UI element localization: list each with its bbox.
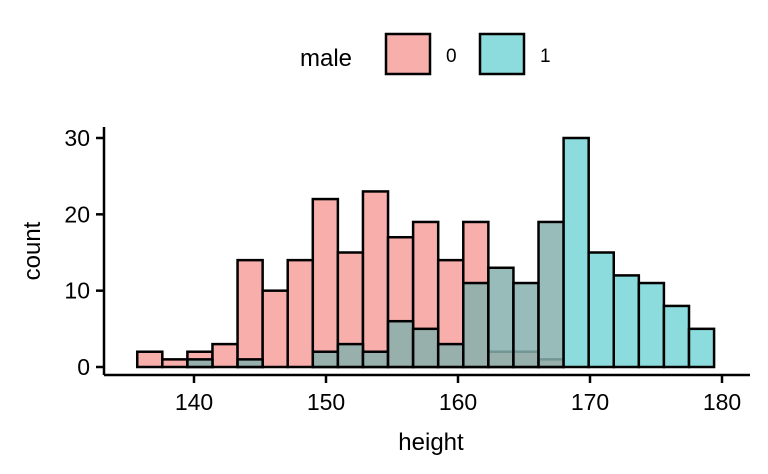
y-axis-label: count [19, 221, 46, 280]
x-tick-label: 150 [307, 389, 345, 415]
y-tick-label: 10 [64, 278, 90, 304]
bar-series-0 [135, 350, 164, 369]
bar-series-1 [311, 350, 340, 369]
bar-series-1 [462, 281, 490, 369]
bar-series-0 [286, 258, 315, 369]
bar-series-1 [612, 274, 641, 369]
bar-series-0 [261, 289, 289, 369]
y-tick-label: 20 [64, 201, 90, 227]
bar-series-0 [236, 258, 264, 369]
y-tick-label: 0 [77, 354, 90, 380]
x-tick-label: 180 [703, 389, 741, 415]
bar-series-1 [662, 304, 691, 369]
legend-key-1 [478, 32, 526, 76]
legend: male 0 1 [300, 32, 551, 76]
bar-series-1 [386, 319, 415, 369]
bar-series-1 [336, 342, 365, 369]
bar-series-0 [361, 190, 390, 369]
bar-series-1 [236, 358, 264, 369]
legend-title: male [300, 45, 352, 72]
bar-series-1 [637, 281, 666, 369]
bar-series-0 [211, 342, 239, 369]
bar-series-1 [186, 358, 214, 369]
bar-series-1 [562, 136, 590, 369]
bar-series-1 [512, 281, 540, 369]
bar-series-1 [361, 350, 390, 369]
bar-series-0 [311, 197, 340, 369]
bar-series-0 [161, 358, 189, 369]
x-tick-label: 160 [439, 389, 477, 415]
bar-series-1 [537, 220, 565, 369]
bar-series-1 [687, 327, 716, 369]
bars-layer [135, 136, 716, 369]
legend-key-0 [384, 32, 432, 76]
axes: 140 150 160 170 180 0 10 20 30 [64, 125, 750, 415]
bar-series-1 [587, 251, 616, 369]
x-tick-label: 170 [571, 389, 609, 415]
legend-label-0: 0 [446, 46, 457, 67]
legend-label-1: 1 [540, 46, 551, 67]
x-tick-label: 140 [175, 389, 213, 415]
x-axis-label: height [398, 429, 464, 456]
bar-series-1 [436, 342, 465, 369]
bar-series-1 [411, 327, 440, 369]
y-tick-label: 30 [64, 125, 90, 151]
bar-series-1 [487, 266, 515, 369]
